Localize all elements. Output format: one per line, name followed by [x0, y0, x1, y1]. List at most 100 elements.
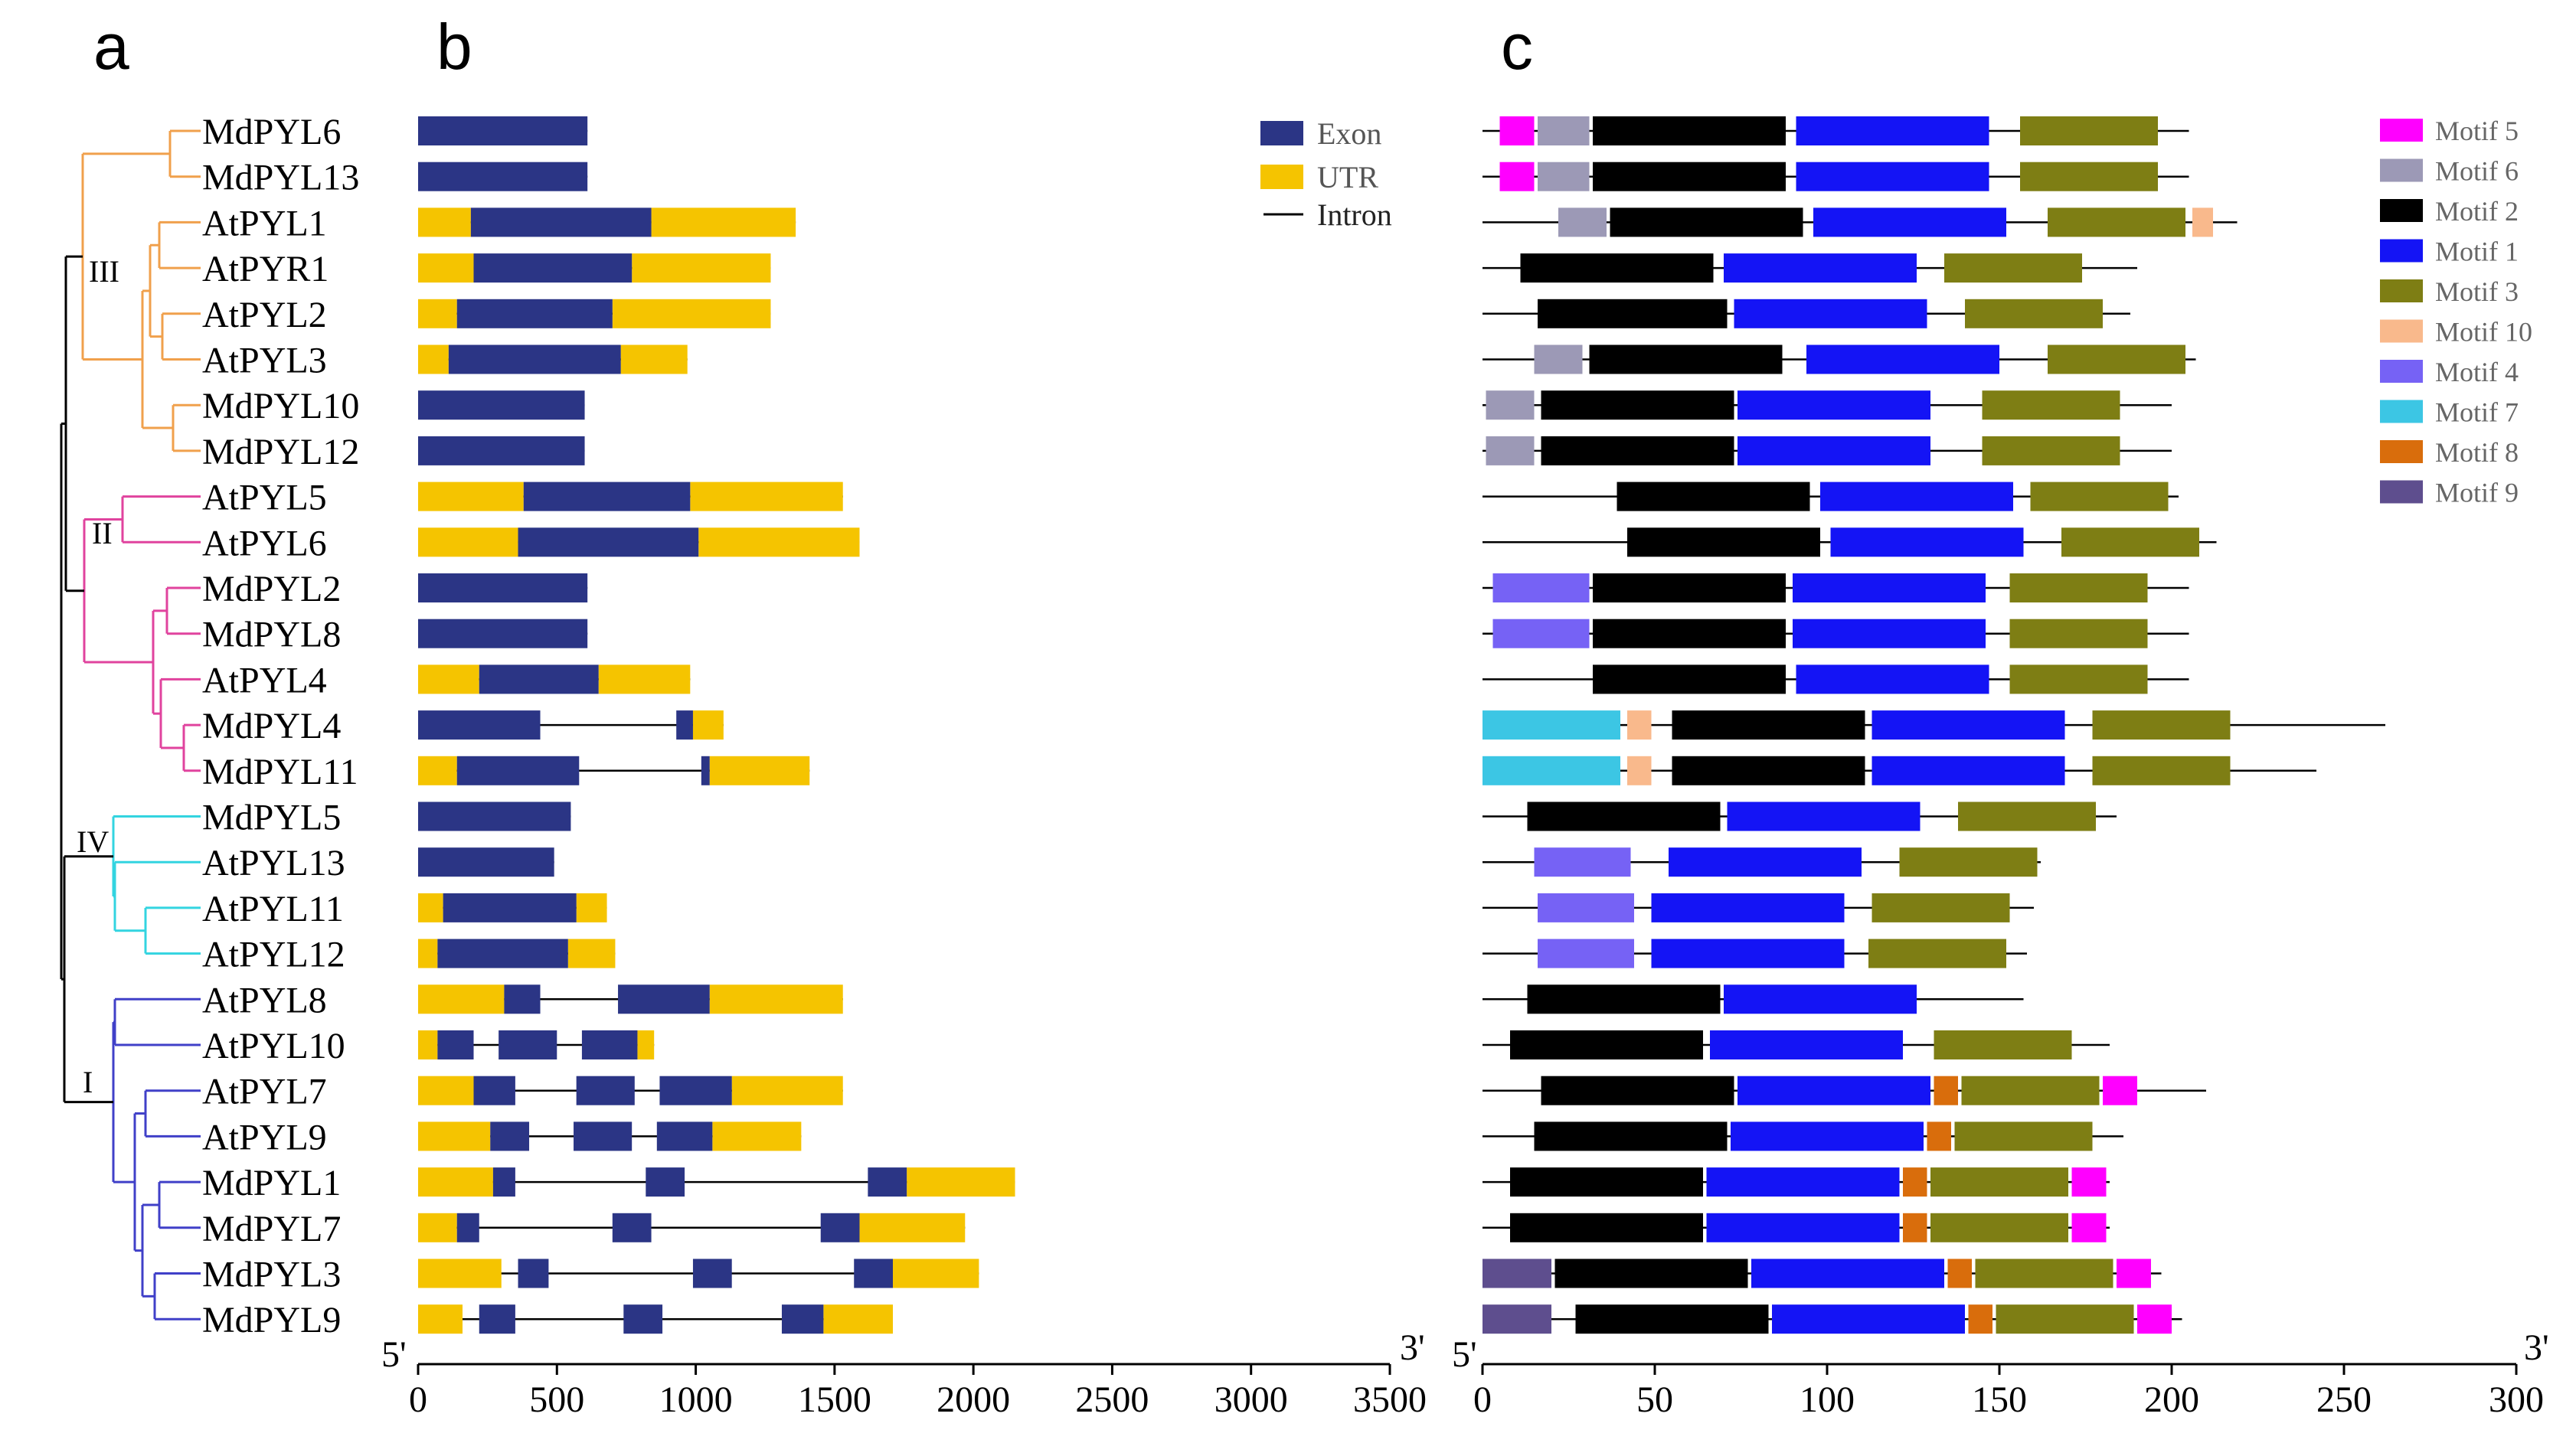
exon-segment [443, 893, 577, 922]
exon-segment [656, 1121, 713, 1151]
axis-tick-label: 0 [409, 1379, 427, 1420]
motif-box [1510, 1030, 1703, 1059]
axis-tick-label: 200 [2144, 1379, 2199, 1420]
exon-segment [492, 1167, 515, 1197]
motif-box [1499, 116, 1535, 145]
motif-box [1796, 664, 1989, 694]
exon-segment [479, 664, 599, 694]
utr-segment [418, 756, 457, 785]
gene-label: MdPYL6 [202, 112, 341, 152]
motif-box [1483, 1258, 1551, 1288]
utr-segment [632, 253, 771, 283]
utr-segment [418, 1076, 474, 1105]
gene-label: MdPYL7 [202, 1209, 341, 1249]
motif-box [2048, 207, 2185, 237]
gene-label: AtPYL8 [202, 980, 327, 1020]
utr-segment [418, 344, 449, 374]
motif-box [1899, 847, 2038, 877]
motif-box [1593, 162, 1786, 191]
motif-box [1872, 710, 2065, 740]
motif-box [1541, 390, 1734, 420]
legend-label: Motif 10 [2435, 317, 2532, 348]
axis-tick-label: 1000 [659, 1379, 733, 1420]
exon-segment [437, 1030, 474, 1059]
motif-box [1538, 116, 1590, 145]
motif-box [1483, 710, 1620, 740]
utr-segment [698, 527, 860, 557]
utr-segment [637, 1030, 655, 1059]
gene-label: MdPYL9 [202, 1300, 341, 1340]
gene-label: MdPYL5 [202, 798, 341, 838]
motif-box [1510, 1213, 1703, 1242]
motif-rows [1483, 116, 2385, 1334]
gene-label: AtPYR1 [202, 249, 329, 289]
utr-segment [620, 344, 688, 374]
exon-segment [612, 1213, 652, 1242]
utr-segment [576, 893, 607, 922]
motif-box [1934, 1030, 2072, 1059]
legend-label: Motif 6 [2435, 156, 2519, 187]
utr-segment [418, 984, 505, 1014]
motif-box [1575, 1304, 1769, 1334]
legend-swatch [1260, 165, 1303, 189]
motif-box [1554, 1258, 1748, 1288]
motif-box [1593, 573, 1786, 602]
exon-segment [692, 1258, 732, 1288]
motif-box [1813, 207, 2006, 237]
motif-box [2020, 162, 2158, 191]
legend-swatch [2380, 158, 2423, 182]
gene-label: AtPYL12 [202, 935, 345, 975]
legend-label: Motif 2 [2435, 196, 2519, 227]
motif-box [1930, 1213, 2068, 1242]
motif-box [1751, 1258, 1944, 1288]
exon-segment [418, 436, 585, 465]
motif-box [1872, 756, 2065, 785]
exon-segment [418, 801, 571, 831]
axis-tick-label: 1500 [798, 1379, 871, 1420]
exon-segment [701, 756, 710, 785]
exon-segment [523, 482, 691, 511]
legend-label: Exon [1317, 116, 1381, 151]
motif-box [1968, 1304, 1992, 1334]
legend-swatch [2380, 279, 2423, 302]
gene-label: MdPYL12 [202, 432, 359, 472]
exon-segment [470, 207, 652, 237]
motif-box [1996, 1304, 2134, 1334]
motif-box [2071, 1167, 2107, 1197]
exon-segment [518, 527, 699, 557]
motif-box [1538, 162, 1590, 191]
motif-box [1927, 1121, 1951, 1151]
exon-segment [574, 1121, 633, 1151]
motif-box [1538, 299, 1728, 328]
utr-segment [418, 527, 518, 557]
motif-box [1965, 299, 2103, 328]
exon-segment [504, 984, 541, 1014]
motif-box [1627, 710, 1652, 740]
motif-box [1806, 344, 1999, 374]
motif-box [1830, 527, 2024, 557]
gene-label: MdPYL3 [202, 1255, 341, 1295]
tree-group-label: I [83, 1065, 93, 1099]
motif-box [2137, 1304, 2172, 1334]
gene-label: AtPYL3 [202, 341, 327, 381]
utr-segment [892, 1258, 979, 1288]
utr-segment [418, 1258, 502, 1288]
gene-label: AtPYL13 [202, 843, 345, 883]
motif-box [1944, 253, 2082, 283]
motif-box [1958, 801, 2096, 831]
utr-segment [692, 710, 724, 740]
motif-box [1617, 482, 1810, 511]
exon-segment [499, 1030, 557, 1059]
gene-label: AtPYL4 [202, 660, 327, 700]
motif-box [1947, 1258, 1972, 1288]
utr-segment [690, 482, 843, 511]
gene-structure-axis: 0 500 1000 1500 2000 2500 3000 3500 5' 3' [381, 1327, 1427, 1420]
exon-segment [618, 984, 710, 1014]
utr-segment [418, 482, 524, 511]
panel-label-b: b [436, 11, 472, 83]
motif-box [2009, 573, 2148, 602]
legend-swatch [2380, 360, 2423, 383]
utr-segment [823, 1304, 893, 1334]
